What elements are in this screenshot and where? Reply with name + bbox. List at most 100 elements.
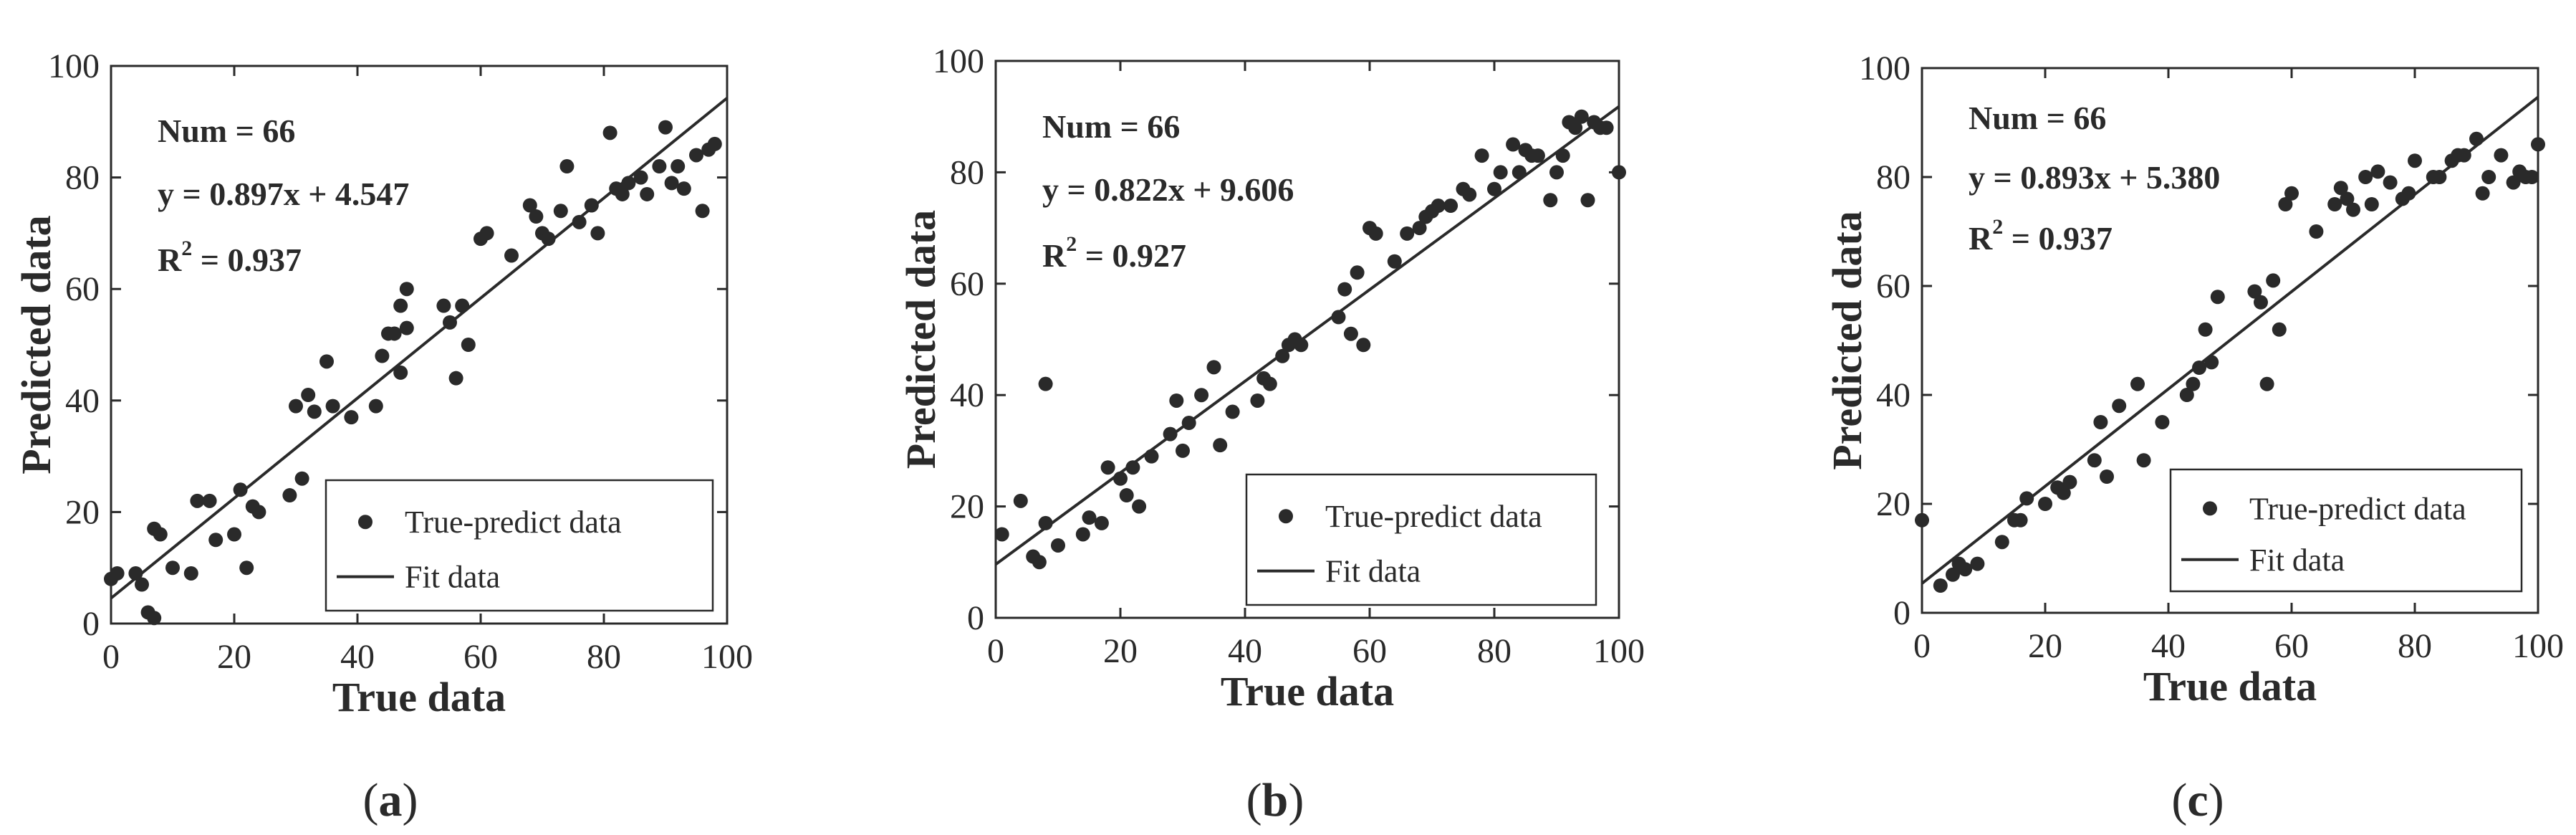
data-point [2204,355,2219,370]
data-point [640,186,655,201]
data-point [1163,426,1178,442]
data-point [1946,567,1960,582]
data-point [1275,348,1290,363]
data-point [208,533,224,548]
data-point [2186,376,2201,391]
x-tick-label: 0 [1913,627,1931,665]
data-point [1206,360,1221,375]
plot-frame [110,65,729,625]
data-point [1331,310,1346,325]
data-point [2481,170,2496,184]
data-point [183,566,198,581]
data-point [239,560,254,576]
legend-box [1245,473,1597,606]
data-point [1462,187,1477,202]
data-point [190,493,205,508]
x-tick-label: 40 [1228,632,1262,670]
data-point [633,170,648,185]
legend-point-marker [2203,501,2217,516]
data-point [572,214,587,229]
x-tick-label: 0 [987,632,1004,670]
legend-box [325,479,714,612]
data-point [1506,137,1521,152]
data-point [2327,197,2342,211]
data-point [1113,471,1128,486]
annotation-r2: R2 = 0.927 [1042,232,1186,274]
panel-label: (b) [1246,774,1304,826]
data-point [2333,181,2348,196]
x-tick-label: 40 [340,638,375,676]
x-axis-label: True data [2143,663,2317,710]
data-point [1132,499,1147,514]
data-point [1250,393,1265,408]
data-point [1612,165,1626,180]
data-point [479,226,494,241]
data-point [1075,527,1090,542]
data-point [695,204,710,219]
y-tick-label: 20 [1876,485,1911,523]
data-point [399,282,414,297]
chart-panel-b: 0 20 40 60 80 100 0 20 40 60 80 100 True data Predict… [898,42,1645,826]
y-axis-label: Predicted data [898,210,944,469]
annotation-num: Num = 66 [1042,108,1180,145]
annotation-equation: y = 0.822x + 9.606 [1042,171,1294,208]
data-point [2475,186,2490,201]
data-point [664,176,679,191]
data-point [2038,497,2052,511]
y-tick-label: 80 [1876,158,1911,196]
legend-box [2169,468,2523,593]
data-point [1013,493,1028,508]
panel-label: (a) [363,774,418,826]
data-point [2100,469,2114,484]
data-point [1100,460,1115,475]
data-point [1144,449,1159,464]
data-point [2087,453,2102,468]
panel-label: (c) [2171,774,2224,826]
data-point [294,471,309,486]
data-point [1994,535,2009,550]
data-point [2340,191,2355,206]
data-point [1431,199,1446,214]
data-point [1933,578,1948,593]
data-point [461,338,476,352]
data-point [1262,376,1277,391]
data-point [1082,510,1097,525]
data-point [2284,186,2299,201]
data-point [1356,338,1371,353]
data-point [1574,109,1589,124]
x-tick-label: 80 [587,638,621,676]
data-point [2401,186,2416,201]
data-point [2013,512,2028,528]
data-point [2266,273,2281,288]
data-point [393,365,408,380]
annotation-num: Num = 66 [158,113,295,149]
data-point [2364,197,2379,211]
data-point [2309,224,2324,239]
data-point [2210,290,2225,305]
data-point [2278,197,2293,211]
data-point [251,505,266,520]
data-point [2179,388,2194,402]
data-point [393,298,408,313]
data-point [2456,148,2471,163]
data-point [2358,170,2373,184]
y-tick-label: 60 [65,270,100,308]
data-point [1555,148,1570,163]
data-point [2506,175,2521,190]
x-tick-label: 100 [701,638,753,676]
legend-label-fit: Fit data [1325,554,1421,589]
data-point [368,399,383,414]
data-point [147,611,162,626]
legend-point-marker [358,515,373,530]
y-axis-label: Predicted data [1824,211,1870,469]
data-point [319,354,334,369]
y-axis-label: Predicted data [13,215,59,474]
data-point [128,566,143,581]
data-point [2524,170,2539,184]
y-tick-label: 0 [82,605,100,643]
y-tick-label: 40 [65,382,100,420]
data-point [1487,181,1501,196]
data-point [707,136,722,151]
data-point [2136,453,2151,468]
